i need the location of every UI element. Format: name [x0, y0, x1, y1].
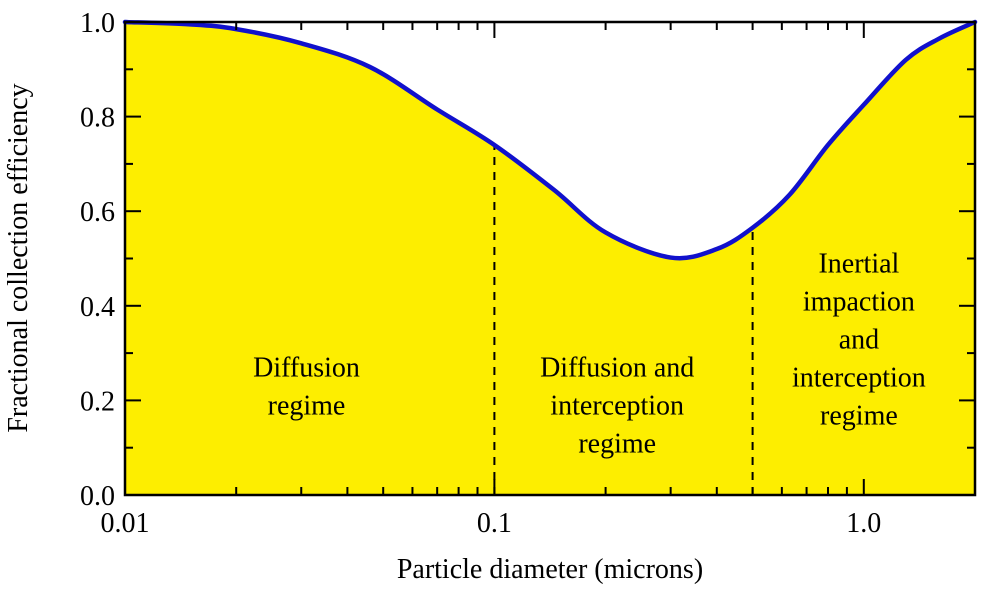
- efficiency-curve: [122, 19, 978, 261]
- region-label-line: regime: [578, 429, 656, 460]
- region-label-line: Inertial: [818, 248, 899, 279]
- region-label-line: and: [839, 324, 879, 355]
- region-label-diffusion: Diffusion regime: [253, 353, 360, 422]
- region-label-diffusion-interception: Diffusion and interception regime: [540, 353, 694, 460]
- y-tick-label: 0.6: [80, 197, 115, 228]
- region-label-line: Diffusion: [253, 353, 360, 384]
- region-label-inertial-impaction-interception: Inertial impaction and interception regime: [792, 248, 926, 431]
- x-tick-label: 0.1: [477, 508, 512, 539]
- region-label-line: regime: [268, 391, 346, 422]
- x-tick-label: 0.01: [101, 508, 150, 539]
- x-axis-label: Particle diameter (microns): [397, 554, 703, 585]
- region-label-line: impaction: [803, 286, 915, 317]
- y-tick-label: 0.4: [80, 292, 115, 323]
- plot-layers: Diffusion regime Diffusion and interception…: [80, 8, 978, 539]
- region-label-line: regime: [820, 400, 898, 431]
- y-tick-label: 1.0: [80, 8, 115, 39]
- region-label-line: interception: [792, 362, 926, 393]
- region-label-line: interception: [550, 391, 684, 422]
- y-tick-label: 0.8: [80, 103, 115, 134]
- y-tick-label: 0.2: [80, 386, 115, 417]
- y-tick-label: 0.0: [80, 481, 115, 512]
- regime-area-fill: [125, 22, 975, 495]
- region-label-line: Diffusion and: [540, 353, 694, 384]
- x-tick-label: 1.0: [846, 508, 881, 539]
- y-axis-label: Fractional collection efficiency: [3, 83, 34, 432]
